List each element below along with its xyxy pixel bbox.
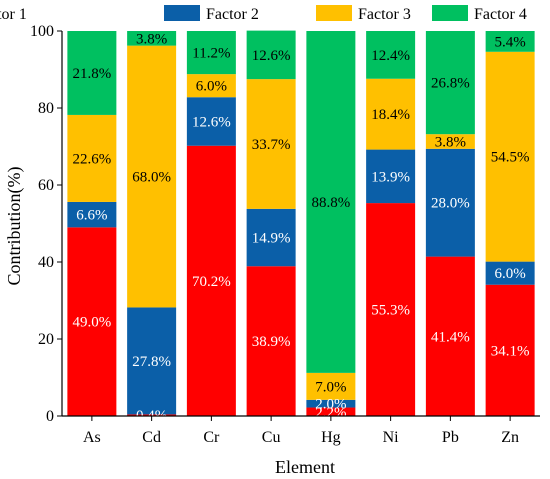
data-label: 34.1% (491, 343, 530, 359)
bar-segment (425, 148, 475, 257)
data-label: 12.4% (371, 48, 410, 64)
y-axis-title: Contribution(%) (4, 167, 25, 286)
data-label: 11.2% (192, 46, 230, 62)
data-label: 12.6% (192, 114, 231, 130)
x-tick-label: Cu (262, 429, 281, 446)
bar-segment (306, 372, 356, 400)
data-label: 21.8% (73, 66, 112, 82)
bar-segment (186, 74, 236, 98)
y-tick-label: 20 (38, 331, 54, 348)
data-label: 3.8% (435, 134, 466, 150)
segment-labels: 49.0%6.6%22.6%21.8%0.4%27.8%68.0%3.8%70.… (73, 31, 530, 424)
bar-segment (425, 256, 475, 416)
legend-label: Factor 3 (358, 6, 411, 23)
data-label: 38.9% (252, 334, 291, 350)
bar-segment (186, 145, 236, 417)
bar-segment (67, 114, 117, 202)
x-tick-label: Hg (321, 429, 341, 446)
x-tick-label: Ni (383, 429, 400, 446)
y-tick-label: 80 (38, 100, 54, 117)
data-label: 26.8% (431, 76, 470, 92)
y-tick-label: 40 (38, 254, 54, 271)
bar-segment (485, 284, 535, 416)
x-tick-label: Cd (142, 429, 161, 446)
x-tick-label: As (83, 429, 101, 446)
x-axis-title: Element (275, 457, 335, 477)
data-label: 55.3% (371, 303, 410, 319)
bar-segment (485, 261, 535, 285)
y-tick-label: 0 (46, 408, 54, 425)
bar-segment (127, 45, 177, 308)
data-label: 7.0% (315, 379, 346, 395)
legend: Factor 1 Factor 2 Factor 3 Factor 4 (0, 5, 527, 23)
data-label: 41.4% (431, 329, 470, 345)
bar-segment (425, 31, 475, 135)
bar-segment (366, 203, 416, 416)
axes: As Cd Cr Cu Hg Ni Pb Zn 0 20 40 60 80 100 (30, 23, 540, 446)
data-label: 28.0% (431, 196, 470, 212)
legend-label: Factor 1 (0, 6, 27, 23)
x-tick-label: Cr (203, 429, 220, 446)
data-label: 6.0% (196, 79, 227, 95)
bar-segment (127, 31, 177, 46)
legend-swatch (164, 5, 200, 21)
legend-label: Factor 2 (206, 6, 259, 23)
bar-segment (246, 208, 296, 267)
bar-segment (67, 31, 117, 115)
data-label: 3.8% (136, 31, 167, 47)
bar-segment (186, 97, 236, 146)
data-label: 27.8% (132, 354, 171, 370)
bar-segment (485, 51, 535, 262)
data-label: 22.6% (73, 151, 112, 167)
legend-swatch (316, 5, 352, 21)
x-tick-label: Zn (501, 429, 519, 446)
data-label: 6.0% (495, 266, 526, 282)
y-tick-label: 60 (38, 177, 54, 194)
legend-swatch (432, 5, 468, 21)
data-label: 49.0% (73, 315, 112, 331)
legend-label: Factor 4 (474, 6, 527, 23)
bar-segment (127, 414, 177, 416)
bar-segment (366, 149, 416, 204)
y-tick-label: 100 (30, 23, 54, 40)
bar-segment (246, 30, 296, 80)
bar-segment (306, 31, 356, 373)
bar-segment (306, 407, 356, 416)
bar-segment (366, 31, 416, 79)
bars (67, 30, 535, 417)
bar-segment (366, 78, 416, 150)
bar-segment (246, 79, 296, 209)
data-label: 70.2% (192, 274, 231, 290)
data-label: 12.6% (252, 48, 291, 64)
bar-segment (67, 227, 117, 416)
x-tick-label: Pb (442, 429, 459, 446)
data-label: 13.9% (371, 169, 410, 185)
data-label: 5.4% (495, 34, 526, 50)
bar-segment (186, 31, 236, 75)
data-label: 14.9% (252, 231, 291, 247)
data-label: 88.8% (312, 195, 351, 211)
bar-segment (306, 399, 356, 408)
data-label: 2.2% (315, 405, 346, 421)
bar-segment (127, 307, 177, 415)
bar-segment (67, 201, 117, 228)
data-label: 2.0% (315, 397, 346, 413)
data-label: 6.6% (76, 208, 107, 224)
data-label: 68.0% (132, 170, 171, 186)
bar-segment (246, 266, 296, 416)
data-label: 18.4% (371, 107, 410, 123)
data-label: 54.5% (491, 150, 530, 166)
data-label: 33.7% (252, 137, 291, 153)
bar-segment (485, 31, 535, 52)
bar-segment (425, 134, 475, 149)
